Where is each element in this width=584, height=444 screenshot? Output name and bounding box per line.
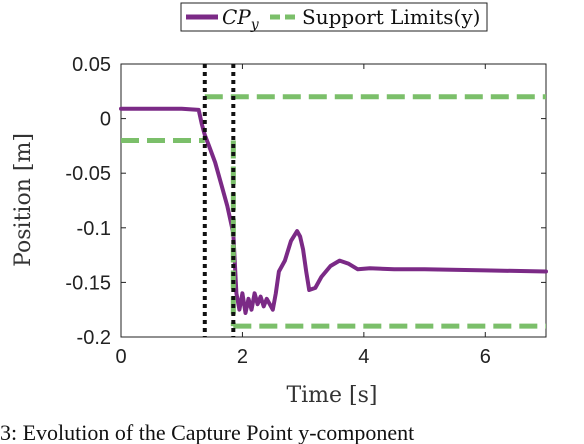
x-tick-label: 6 (480, 346, 491, 368)
cp-y-series-line (119, 106, 548, 315)
ticks: 0 2 4 6 0.05 0 -0.05 -0.1 -0.15 -0.2 (65, 54, 546, 368)
figure-caption: 3: Evolution of the Capture Point y-comp… (0, 420, 414, 444)
x-tick-label: 4 (358, 346, 369, 368)
legend: CPy Support Limits(y) (180, 2, 488, 33)
y-tick-label: -0.1 (77, 218, 111, 240)
y-tick-label: 0 (100, 109, 111, 131)
x-axis-label: Time [s] (286, 383, 377, 408)
legend-support-label: Support Limits(y) (302, 5, 480, 29)
y-tick-label: -0.15 (65, 272, 111, 294)
legend-box (180, 2, 488, 32)
plot-content (119, 64, 548, 337)
y-tick-label: 0.05 (72, 54, 111, 76)
x-tick-label: 0 (115, 346, 126, 368)
y-tick-label: -0.2 (77, 327, 111, 349)
y-tick-label: -0.05 (65, 163, 111, 185)
x-tick-label: 2 (237, 346, 248, 368)
plot-frame (120, 63, 547, 338)
legend-cp-label: CPy (222, 5, 260, 33)
y-axis-label: Position [m] (11, 133, 36, 267)
